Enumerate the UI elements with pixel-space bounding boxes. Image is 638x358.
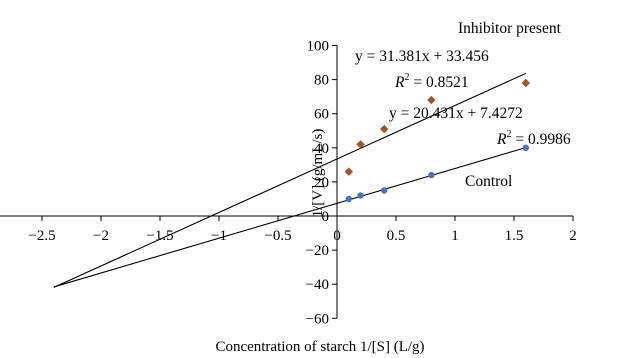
control-equation: y = 20.431x + 7.4272 — [389, 105, 523, 122]
inhibitor-data-point — [427, 95, 436, 105]
data-points — [344, 78, 530, 203]
control-data-point — [428, 171, 435, 179]
x-tick-label: −2.5 — [28, 228, 55, 244]
inhibitor-r2: R2 = 0.8521 — [394, 72, 469, 91]
x-axis-title: Concentration of starch 1/[S] (L/g) — [215, 339, 424, 355]
y-tick-label: 20 — [314, 175, 329, 191]
control-data-point — [357, 192, 364, 199]
control-trendline — [53, 147, 526, 288]
axes: −3−2.5−2−1.5−1−0.500.511.52−60−40−200204… — [0, 39, 577, 327]
x-tick-label: −2 — [93, 228, 109, 244]
control-series-label: Control — [465, 173, 512, 190]
inhibitor-data-point — [380, 124, 389, 134]
inhibitor-equation: y = 31.381x + 33.456 — [355, 48, 489, 65]
labels: Inhibitor present y = 31.381x + 33.456 R… — [215, 20, 570, 355]
inhibitor-data-point — [356, 140, 365, 149]
control-r2: R2 = 0.9986 — [496, 129, 571, 148]
y-axis-title: 1/[V] (g/mL/s) — [310, 129, 326, 218]
x-tick-label: 2 — [569, 228, 577, 244]
x-tick-label: −1 — [211, 228, 227, 244]
y-tick-label: 100 — [307, 39, 330, 55]
x-tick-label: 1 — [451, 228, 459, 244]
x-tick-label: 0.5 — [387, 228, 406, 244]
x-tick-label: −0.5 — [264, 228, 291, 244]
control-data-point — [381, 187, 388, 194]
y-tick-label: 60 — [314, 107, 329, 123]
fit-lines — [53, 72, 527, 288]
x-tick-label: −1.5 — [146, 228, 173, 244]
y-tick-label: −20 — [306, 243, 329, 259]
control-data-point — [522, 144, 529, 151]
y-tick-label: 40 — [314, 141, 329, 157]
y-tick-label: 80 — [314, 73, 329, 89]
y-tick-label: −40 — [306, 277, 329, 293]
inhibitor-data-point — [521, 78, 530, 88]
inhibitor-trendline — [53, 72, 527, 288]
y-tick-label: −60 — [306, 311, 329, 327]
x-tick-label: 0 — [333, 228, 341, 244]
inhibitor-series-label: Inhibitor present — [458, 20, 562, 37]
y-tick-label: 0 — [322, 209, 330, 225]
control-data-point — [345, 195, 352, 203]
x-tick-label: 1.5 — [505, 228, 524, 244]
inhibitor-data-point — [344, 167, 353, 176]
